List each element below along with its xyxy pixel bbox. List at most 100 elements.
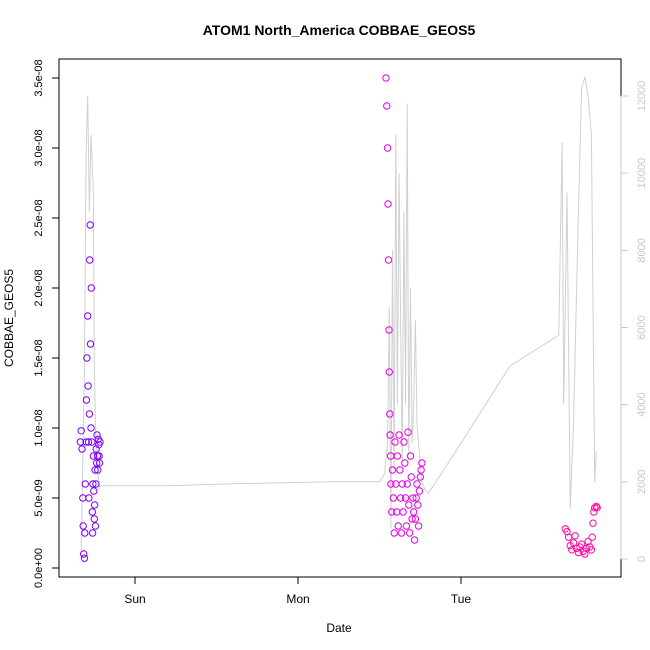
- data-point: [569, 539, 578, 547]
- y2-axis: 0 2000 4000 6000 8000 10000 12000: [620, 81, 648, 562]
- y-tick-label: 1.5e-08: [33, 339, 45, 376]
- data-point: [591, 504, 599, 512]
- x-tick-label: Sun: [124, 592, 145, 606]
- data-point: [414, 522, 423, 530]
- data-point: [382, 74, 390, 82]
- data-point: [384, 200, 392, 208]
- data-point: [83, 354, 91, 362]
- data-point: [93, 459, 101, 467]
- y-axis: 0.0e+00 5.0e-09 1.0e-08 1.5e-08 2.0e-08 2.5e-…: [33, 59, 60, 588]
- data-point: [84, 312, 92, 320]
- y2-tick-label: 0: [636, 556, 648, 562]
- data-point: [401, 494, 410, 502]
- data-point: [86, 256, 94, 264]
- data-point: [77, 427, 85, 435]
- data-point: [413, 480, 421, 488]
- data-point: [402, 522, 411, 530]
- y2-tick-label: 8000: [636, 238, 648, 262]
- data-point: [91, 466, 99, 474]
- data-point: [385, 326, 393, 334]
- data-point: [408, 515, 416, 523]
- data-point: [391, 438, 399, 446]
- data-point: [392, 508, 401, 516]
- y-tick-label: 3.0e-08: [33, 129, 45, 166]
- data-point: [84, 438, 93, 446]
- data-point: [96, 438, 104, 446]
- data-point: [87, 284, 96, 292]
- data-point: [414, 501, 422, 509]
- data-point: [587, 546, 596, 554]
- y-axis-label: COBBAE_GEOS5: [2, 269, 16, 367]
- line-layer: [80, 76, 597, 552]
- plot-frame: [58, 58, 622, 578]
- data-point: [387, 480, 395, 488]
- data-point: [383, 144, 392, 152]
- data-point: [400, 438, 408, 446]
- y2-tick-label: 4000: [636, 392, 648, 416]
- data-point: [84, 382, 92, 390]
- data-point: [383, 102, 391, 110]
- x-axis: Sun Mon Tue: [124, 576, 472, 606]
- data-point: [88, 529, 97, 537]
- y2-tick-label: 6000: [636, 315, 648, 339]
- y-tick-label: 2.5e-08: [33, 199, 45, 236]
- y2-tick-label: 10000: [636, 158, 648, 189]
- y2-tick-label: 2000: [636, 470, 648, 494]
- data-point: [397, 529, 406, 537]
- x-tick-label: Tue: [451, 592, 472, 606]
- data-point: [398, 480, 406, 488]
- data-point: [389, 494, 398, 502]
- data-point: [92, 480, 100, 488]
- data-point: [93, 431, 101, 439]
- data-point: [85, 494, 93, 502]
- data-point: [405, 501, 413, 509]
- data-point: [395, 431, 403, 439]
- data-point: [90, 501, 99, 509]
- data-point: [409, 494, 417, 502]
- data-point: [82, 438, 90, 446]
- data-point: [90, 515, 99, 523]
- y-tick-label: 2.0e-08: [33, 269, 45, 306]
- data-point: [95, 459, 104, 467]
- data-point: [407, 473, 415, 481]
- data-point: [384, 256, 393, 264]
- data-point: [406, 452, 415, 460]
- data-point: [88, 438, 96, 446]
- data-point: [390, 529, 398, 537]
- data-point: [573, 544, 581, 553]
- y-tick-label: 5.0e-09: [33, 479, 45, 516]
- x-axis-label: Date: [326, 621, 352, 635]
- data-point: [89, 452, 98, 460]
- data-point: [411, 515, 420, 523]
- data-point: [81, 529, 89, 537]
- data-point: [85, 410, 94, 418]
- data-point: [386, 410, 394, 418]
- data-point: [568, 546, 576, 554]
- data-point: [396, 466, 404, 474]
- data-point: [593, 504, 601, 512]
- data-point: [410, 536, 419, 544]
- data-point: [401, 459, 409, 467]
- data-point: [80, 550, 88, 558]
- data-point: [417, 466, 425, 474]
- data-point: [592, 502, 600, 511]
- data-point: [393, 452, 402, 460]
- x-tick-label: Mon: [286, 592, 309, 606]
- data-point: [90, 487, 98, 495]
- y-tick-label: 3.5e-08: [33, 59, 45, 96]
- data-point: [404, 428, 412, 436]
- y2-tick-label: 12000: [636, 81, 648, 112]
- data-point: [399, 508, 407, 516]
- data-point: [577, 540, 586, 548]
- data-point: [76, 438, 85, 446]
- data-point: [416, 473, 424, 481]
- data-point: [88, 508, 97, 516]
- data-point: [392, 480, 400, 488]
- y-tick-label: 1.0e-08: [33, 409, 45, 446]
- data-point: [412, 494, 420, 502]
- data-point: [86, 340, 95, 348]
- data-point: [79, 494, 87, 502]
- data-point: [403, 480, 411, 488]
- data-point: [582, 544, 591, 553]
